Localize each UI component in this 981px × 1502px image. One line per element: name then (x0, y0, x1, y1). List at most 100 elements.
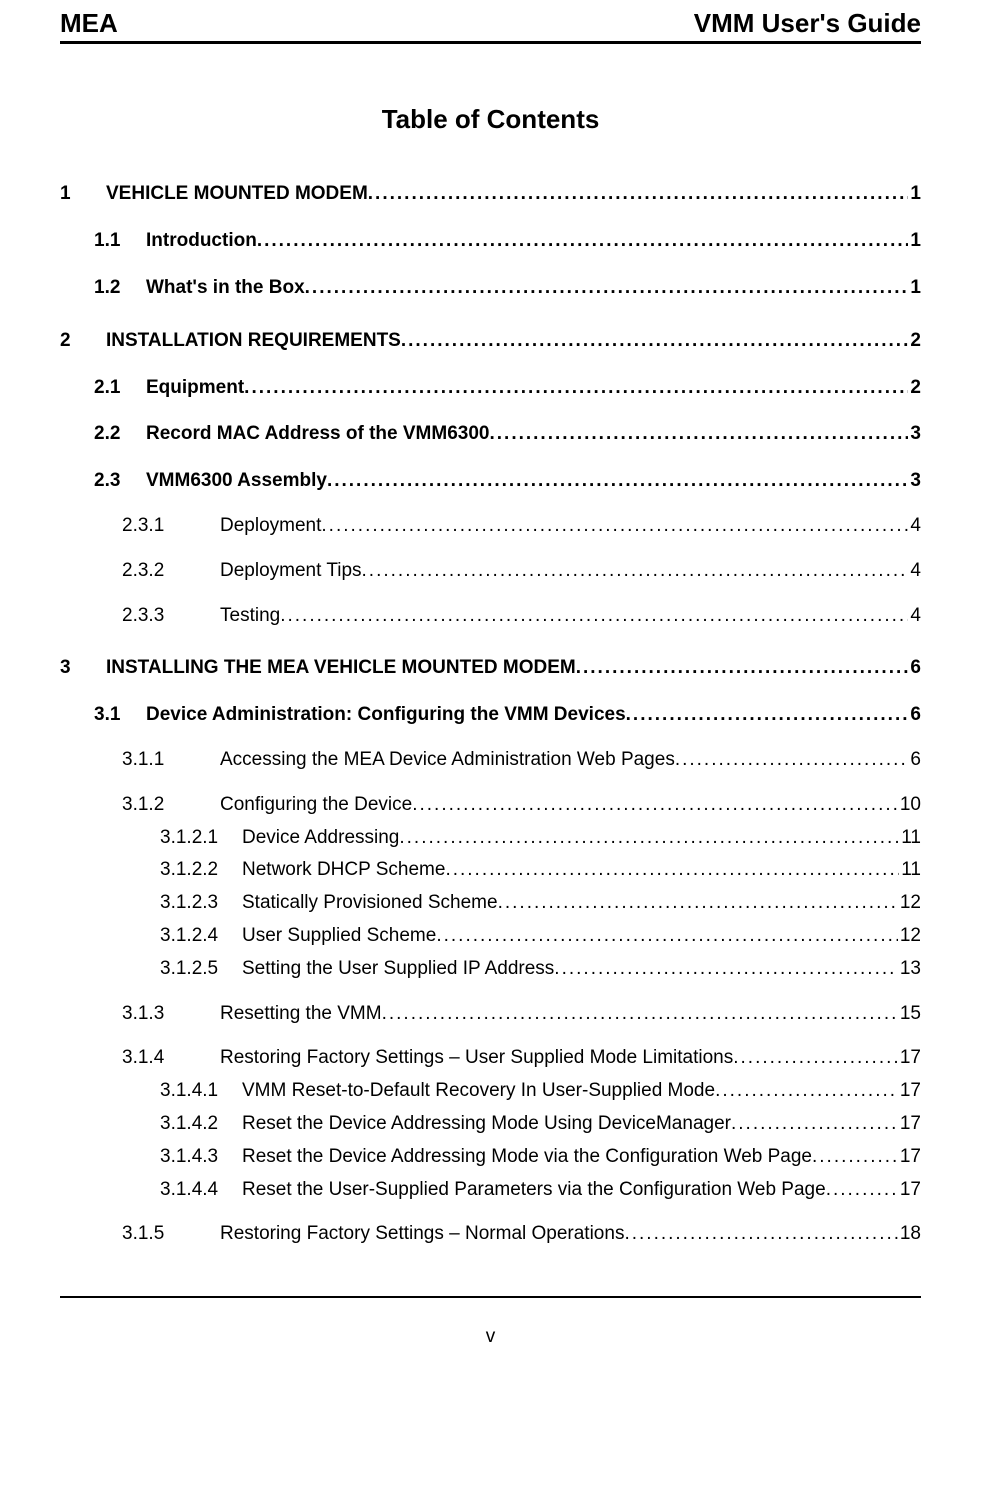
toc-entry-page: 4 (908, 515, 921, 538)
toc-leader-dots (412, 794, 898, 817)
toc-entry-page: 1 (908, 230, 921, 253)
toc-leader-dots (401, 330, 909, 353)
toc-entry-number: 3.1.3 (122, 1003, 220, 1026)
toc-entry-page: 1 (908, 183, 921, 206)
toc-entry: 3.1.2.3Statically Provisioned Scheme 12 (60, 892, 921, 915)
toc-leader-dots (399, 827, 899, 850)
toc-leader-dots (382, 1003, 898, 1026)
toc-entry: 3.1.4.2Reset the Device Addressing Mode … (60, 1113, 921, 1136)
toc-entry-page: 18 (898, 1223, 921, 1246)
toc-entry: 3.1.5Restoring Factory Settings – Normal… (60, 1223, 921, 1246)
toc-leader-dots (626, 704, 909, 727)
toc-entry: 3.1.2.4User Supplied Scheme12 (60, 925, 921, 948)
toc-entry-text: Reset the Device Addressing Mode via the… (242, 1146, 812, 1169)
toc-entry: 3.1.4.3Reset the Device Addressing Mode … (60, 1146, 921, 1169)
toc-entry-number: 3.1.4.3 (160, 1146, 242, 1169)
toc-entry-number: 2 (60, 330, 106, 353)
toc-entry: 3.1Device Administration: Configuring th… (60, 704, 921, 727)
toc-entry-text: Accessing the MEA Device Administration … (220, 749, 675, 772)
toc-entry: 2.2Record MAC Address of the VMM6300 3 (60, 423, 921, 446)
toc-leader-dots (368, 183, 909, 206)
toc-entry-text: Statically Provisioned Scheme (242, 892, 498, 915)
toc-entry-text: Configuring the Device (220, 794, 412, 817)
toc-leader-dots (327, 470, 908, 493)
toc-entry-text: VMM Reset-to-Default Recovery In User-Su… (242, 1080, 715, 1103)
toc-leader-dots (576, 657, 909, 680)
toc-leader-dots (733, 1047, 898, 1070)
toc-entry-text: Restoring Factory Settings – Normal Oper… (220, 1223, 624, 1246)
toc-entry: 2.3.3Testing 4 (60, 605, 921, 628)
toc-entry-page: 12 (898, 892, 921, 915)
toc-entry-text: INSTALLING THE MEA VEHICLE MOUNTED MODEM (106, 657, 576, 680)
toc-entry-number: 1 (60, 183, 106, 206)
toc-leader-dots (280, 605, 908, 628)
toc-entry-number: 3.1.5 (122, 1223, 220, 1246)
toc-leader-dots (624, 1223, 897, 1246)
toc-entry-page: 6 (908, 657, 921, 680)
toc-entry-text: Deployment (220, 515, 321, 538)
toc-entry: 3INSTALLING THE MEA VEHICLE MOUNTED MODE… (60, 657, 921, 680)
toc-leader-dots (257, 230, 909, 253)
footer-rule (60, 1296, 921, 1298)
toc-leader-dots (244, 377, 908, 400)
toc-entry-text: Reset the User-Supplied Parameters via t… (242, 1179, 826, 1202)
toc-entry-page: 11 (899, 859, 921, 882)
toc-leader-dots (498, 892, 898, 915)
toc-entry: 1.2What's in the Box 1 (60, 277, 921, 300)
toc-entry-text: Restoring Factory Settings – User Suppli… (220, 1047, 733, 1070)
toc-entry-text: Testing (220, 605, 280, 628)
toc-entry: 3.1.2.2Network DHCP Scheme 11 (60, 859, 921, 882)
toc-entry-text: User Supplied Scheme (242, 925, 436, 948)
page-header: MEA VMM User's Guide (60, 0, 921, 44)
toc-entry-text: Introduction (146, 230, 257, 253)
toc-leader-dots (554, 958, 898, 981)
toc-entry-page: 2 (908, 330, 921, 353)
toc-entry-text: Network DHCP Scheme (242, 859, 445, 882)
toc-entry-page: 13 (898, 958, 921, 981)
toc-entry: 3.1.2.5Setting the User Supplied IP Addr… (60, 958, 921, 981)
toc-entry-page: 17 (898, 1113, 921, 1136)
toc-entry-page: 6 (908, 749, 921, 772)
toc-entry-number: 2.3.1 (122, 515, 220, 538)
toc-leader-dots (715, 1080, 898, 1103)
toc-leader-dots (321, 515, 908, 538)
toc-entry: 2INSTALLATION REQUIREMENTS2 (60, 330, 921, 353)
toc-entry-page: 3 (908, 470, 921, 493)
toc-entry: 3.1.4.4Reset the User-Supplied Parameter… (60, 1179, 921, 1202)
toc-entry: 1VEHICLE MOUNTED MODEM 1 (60, 183, 921, 206)
toc-entry-number: 3.1.1 (122, 749, 220, 772)
toc-entry-number: 2.3 (94, 470, 146, 493)
toc-entry: 3.1.1Accessing the MEA Device Administra… (60, 749, 921, 772)
toc-entry-text: Reset the Device Addressing Mode Using D… (242, 1113, 731, 1136)
toc-entry-number: 2.2 (94, 423, 146, 446)
toc-entry-number: 3.1.2.1 (160, 827, 242, 850)
toc-entry-text: Equipment (146, 377, 244, 400)
toc-entry: 3.1.4Restoring Factory Settings – User S… (60, 1047, 921, 1070)
toc-entry-text: Device Administration: Configuring the V… (146, 704, 626, 727)
toc-entry-number: 3.1.2.3 (160, 892, 242, 915)
toc-entry-page: 15 (898, 1003, 921, 1026)
toc-entry: 3.1.2.1Device Addressing11 (60, 827, 921, 850)
toc-leader-dots (731, 1113, 898, 1136)
toc-entry-text: What's in the Box (146, 277, 305, 300)
toc-entry-text: Record MAC Address of the VMM6300 (146, 423, 489, 446)
toc-entry-text: VEHICLE MOUNTED MODEM (106, 183, 368, 206)
toc-entry-number: 2.3.3 (122, 605, 220, 628)
toc-leader-dots (826, 1179, 898, 1202)
toc-entry: 2.3.2Deployment Tips4 (60, 560, 921, 583)
toc-entry-number: 3.1.4.4 (160, 1179, 242, 1202)
toc-entry-number: 3.1.4.1 (160, 1080, 242, 1103)
toc-leader-dots (305, 277, 909, 300)
header-left: MEA (60, 8, 118, 39)
toc-entry-number: 3.1 (94, 704, 146, 727)
toc-entry-number: 3.1.2 (122, 794, 220, 817)
page-number: v (60, 1326, 921, 1349)
toc-entry-page: 1 (908, 277, 921, 300)
toc-title: Table of Contents (60, 104, 921, 135)
toc-entry-number: 3.1.2.4 (160, 925, 242, 948)
toc-leader-dots (812, 1146, 898, 1169)
header-right: VMM User's Guide (694, 8, 921, 39)
table-of-contents: 1VEHICLE MOUNTED MODEM 11.1Introduction1… (60, 183, 921, 1246)
toc-entry-text: VMM6300 Assembly (146, 470, 327, 493)
toc-entry-page: 4 (908, 605, 921, 628)
